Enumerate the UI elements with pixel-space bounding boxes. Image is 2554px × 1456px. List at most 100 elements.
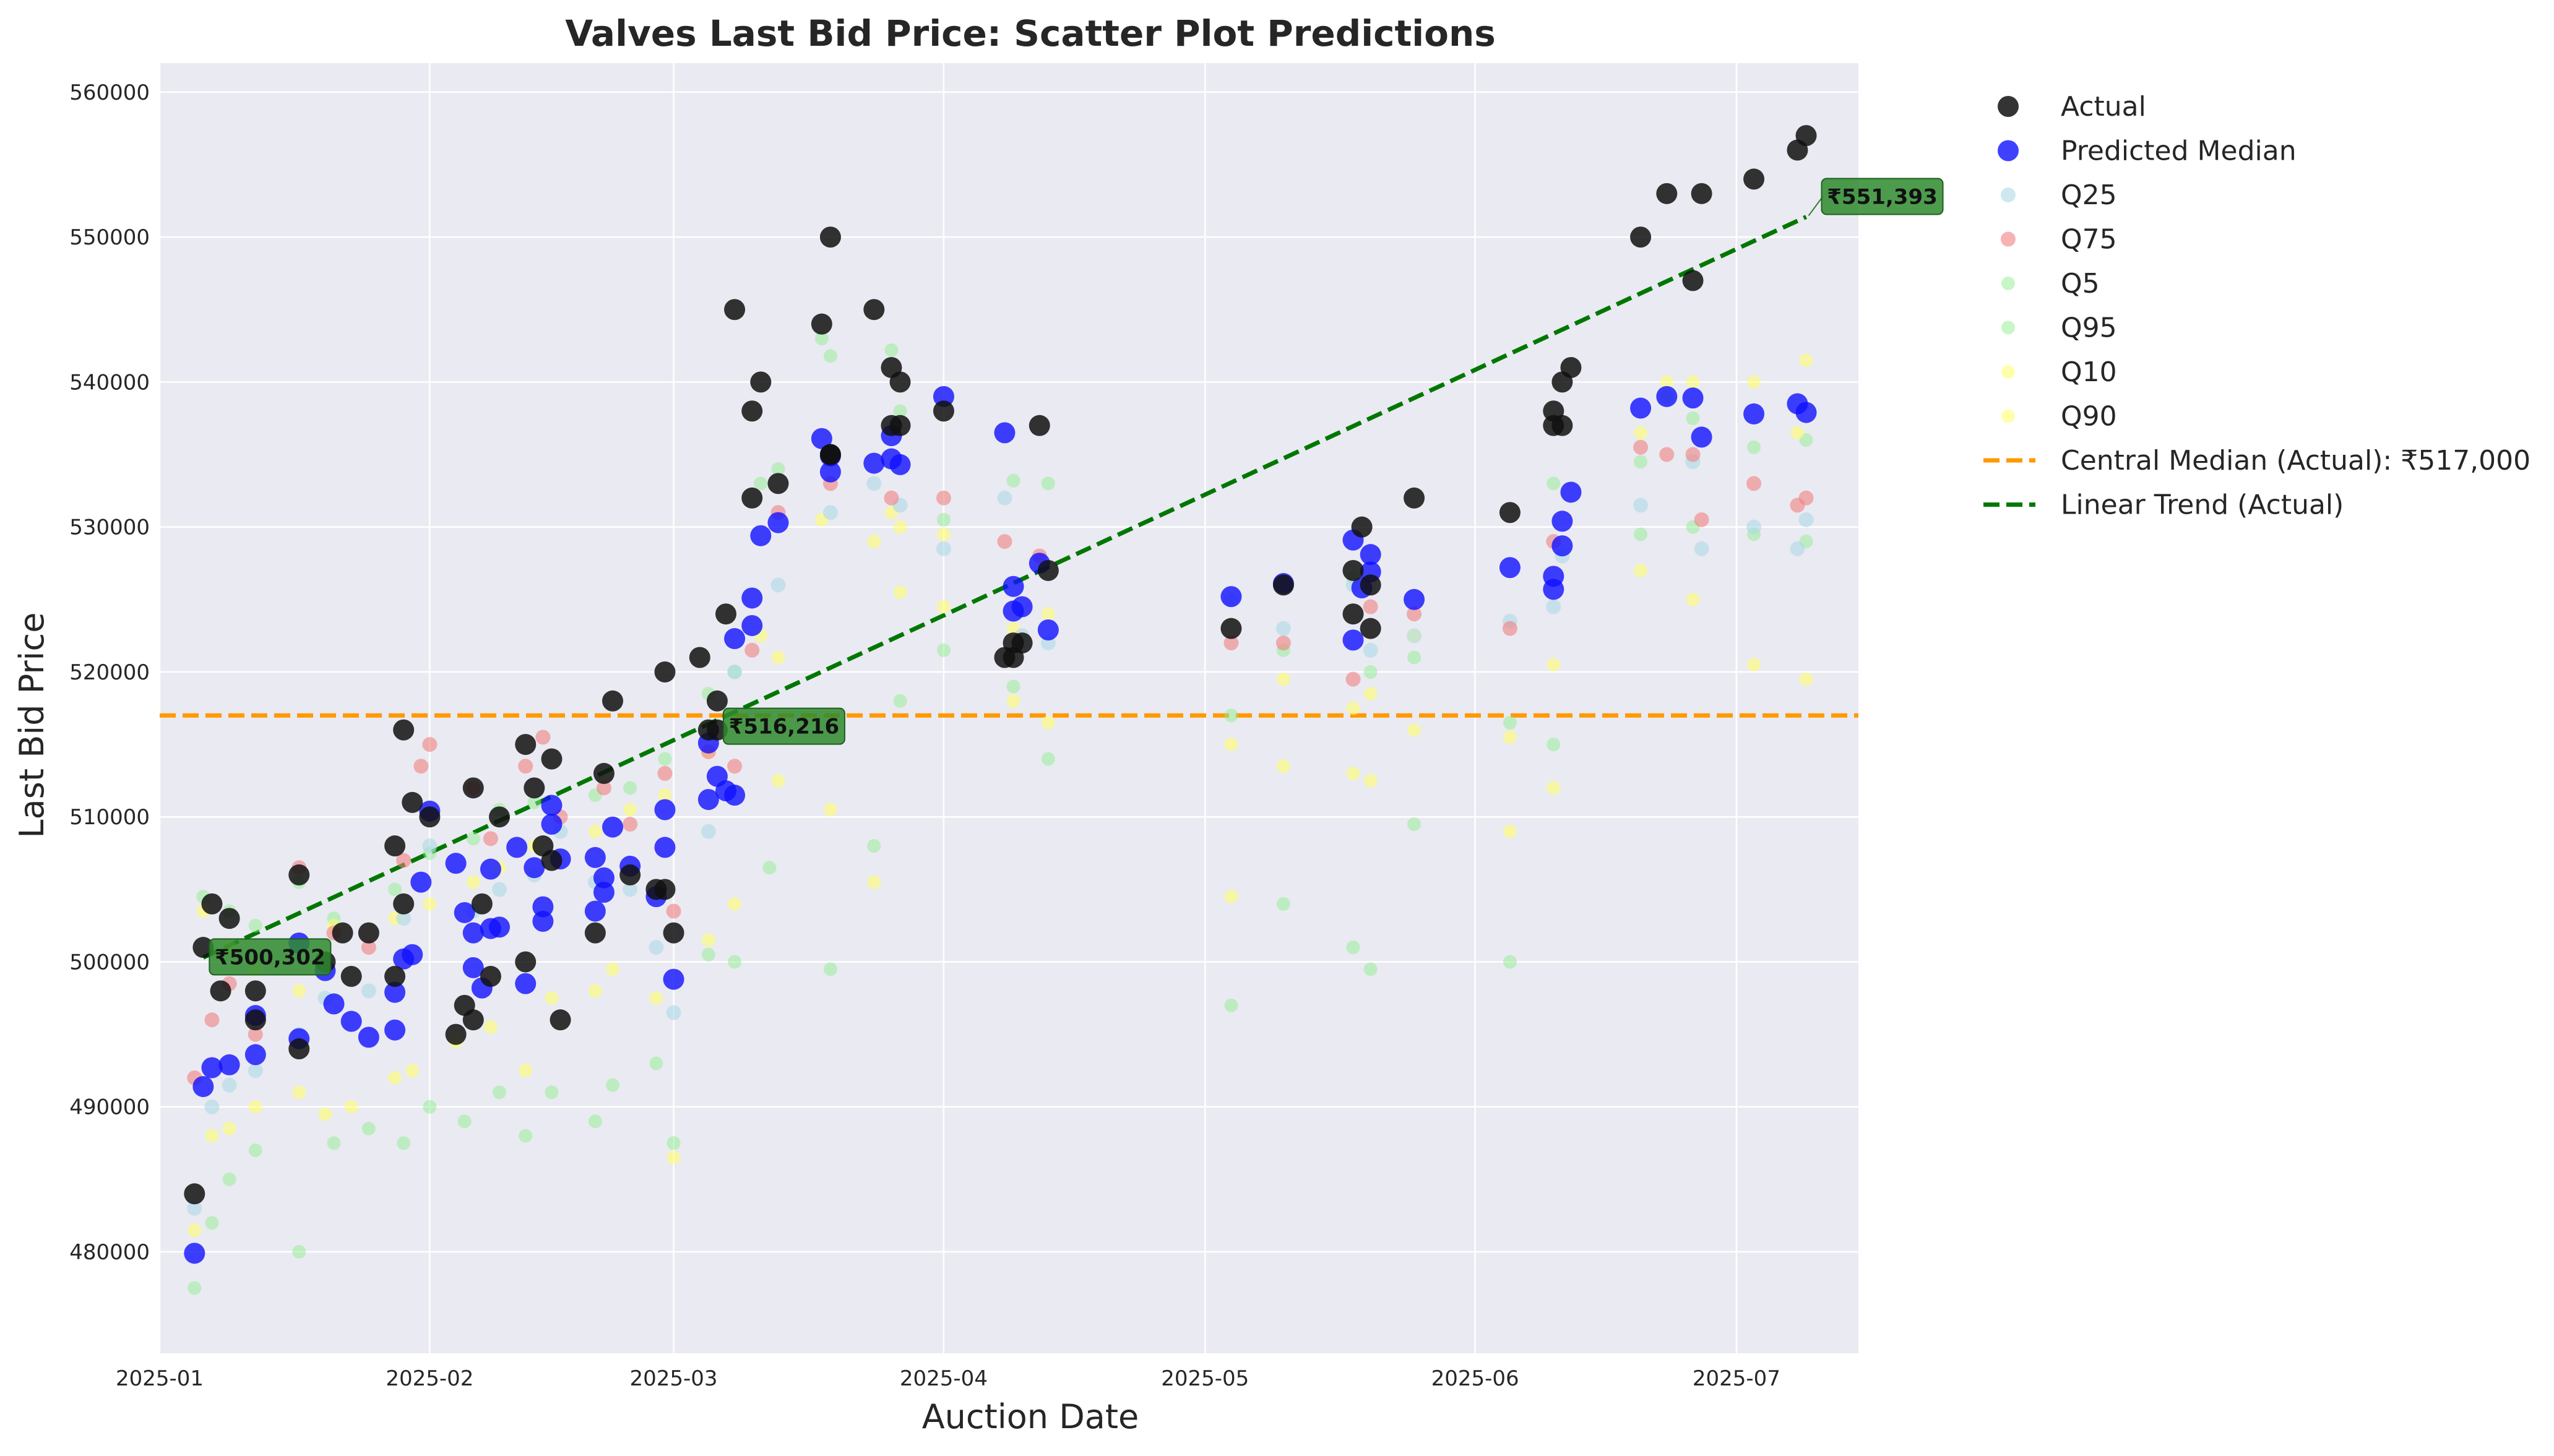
q95-point (658, 752, 672, 766)
actual-point (706, 719, 728, 741)
q5-point (292, 1245, 306, 1259)
q95-point (814, 332, 829, 346)
annotation-box (209, 938, 332, 976)
actual-point (288, 1038, 310, 1060)
q90-point (466, 875, 480, 889)
actual-point (1682, 270, 1704, 291)
predicted-median-point (515, 973, 537, 994)
predicted-median-point (1630, 397, 1652, 419)
actual-point (1360, 618, 1381, 639)
q90-point (1346, 701, 1360, 715)
q5-point (493, 1085, 506, 1100)
q10-point (1547, 781, 1561, 795)
q10-point (823, 803, 837, 817)
actual-point (933, 400, 954, 422)
q10-point (519, 1064, 533, 1078)
predicted-median-point (201, 1057, 223, 1079)
y-tick-label: 520000 (69, 660, 150, 685)
predicted-median-point (480, 858, 501, 880)
q75-point (518, 759, 533, 774)
actual-point (654, 661, 676, 683)
q5-point (1407, 817, 1422, 831)
predicted-median-point (724, 785, 746, 806)
q95-point (623, 781, 637, 795)
predicted-median-point (410, 871, 432, 893)
predicted-median-point (184, 1243, 205, 1264)
q5-point (893, 694, 907, 708)
q10-point (205, 1129, 219, 1143)
annotation-box (722, 707, 845, 745)
q95-point (388, 882, 402, 897)
predicted-median-point (462, 957, 484, 978)
q5-point (222, 1172, 236, 1186)
q5-point (649, 1056, 663, 1070)
q10-point (388, 1070, 402, 1085)
grid-lines (158, 63, 1858, 1353)
q75-point (1223, 635, 1239, 651)
actual-point (811, 313, 832, 335)
actual-point (1743, 168, 1765, 190)
predicted-median-point (1551, 510, 1573, 532)
q75-point (422, 737, 438, 752)
annotation-label: ₹516,216 (729, 715, 840, 739)
q90-point (1363, 687, 1378, 701)
actual-point (1499, 502, 1521, 523)
predicted-median-point (994, 422, 1016, 444)
q10-point (188, 1223, 202, 1237)
predicted-median-point (340, 1010, 362, 1032)
legend: Actual Predicted Median Q25 Q75 Q5 Q95 Q10 Q90 C… (1983, 91, 2530, 521)
y-axis-label: Last Bid Price (12, 613, 51, 838)
actual-point (244, 1009, 266, 1031)
predicted-median-point (819, 461, 841, 483)
q5-point (519, 1129, 533, 1143)
predicted-median-point (1499, 557, 1521, 579)
legend-marker-q75 (2001, 231, 2016, 247)
predicted-median-point (593, 882, 615, 903)
q95-point (1006, 473, 1020, 488)
actual-point (1342, 559, 1364, 581)
q10-point (701, 933, 715, 947)
q5-point (667, 1136, 681, 1150)
plot-area (160, 63, 1858, 1353)
q90-point (867, 535, 881, 549)
q5-point (1041, 752, 1055, 766)
legend-label-q95: Q95 (2061, 312, 2117, 344)
actual-point (471, 893, 493, 915)
q5-point (1006, 679, 1020, 694)
q90-point (588, 824, 602, 838)
q25-point (1746, 519, 1762, 535)
q10-point (1503, 824, 1517, 838)
actual-point (340, 965, 362, 987)
predicted-median-point (1011, 596, 1033, 618)
q75-point (1502, 621, 1517, 636)
actual-point (184, 1183, 205, 1205)
predicted-median-point (654, 799, 676, 821)
q75-point (396, 853, 412, 868)
predicted-median-point (741, 587, 763, 609)
q90-point (292, 984, 306, 998)
q5-point (397, 1136, 411, 1150)
actual-point (1656, 183, 1678, 204)
q5-point (188, 1281, 202, 1295)
y-tick-label: 510000 (69, 805, 150, 830)
q75-point (727, 759, 743, 774)
legend-marker-q5 (2001, 277, 2015, 290)
q25-point (1407, 628, 1422, 644)
q10-point (344, 1100, 358, 1114)
predicted-median-point (192, 1075, 214, 1097)
predicted-median-point (532, 910, 554, 932)
q25-point (936, 541, 951, 556)
predicted-median-point (1795, 402, 1817, 423)
actual-point (524, 777, 545, 799)
predicted-median-point (1037, 619, 1059, 640)
actual-point (663, 922, 684, 944)
q75-point (483, 831, 498, 846)
q75-point (1407, 606, 1422, 622)
annotation-label: ₹551,393 (1827, 184, 1938, 209)
q95-point (884, 343, 899, 357)
actual-point (489, 806, 510, 828)
q90-point (1503, 730, 1517, 744)
q25-point (701, 824, 716, 839)
q10-point (1686, 592, 1700, 606)
legend-label-q90: Q90 (2061, 401, 2117, 433)
